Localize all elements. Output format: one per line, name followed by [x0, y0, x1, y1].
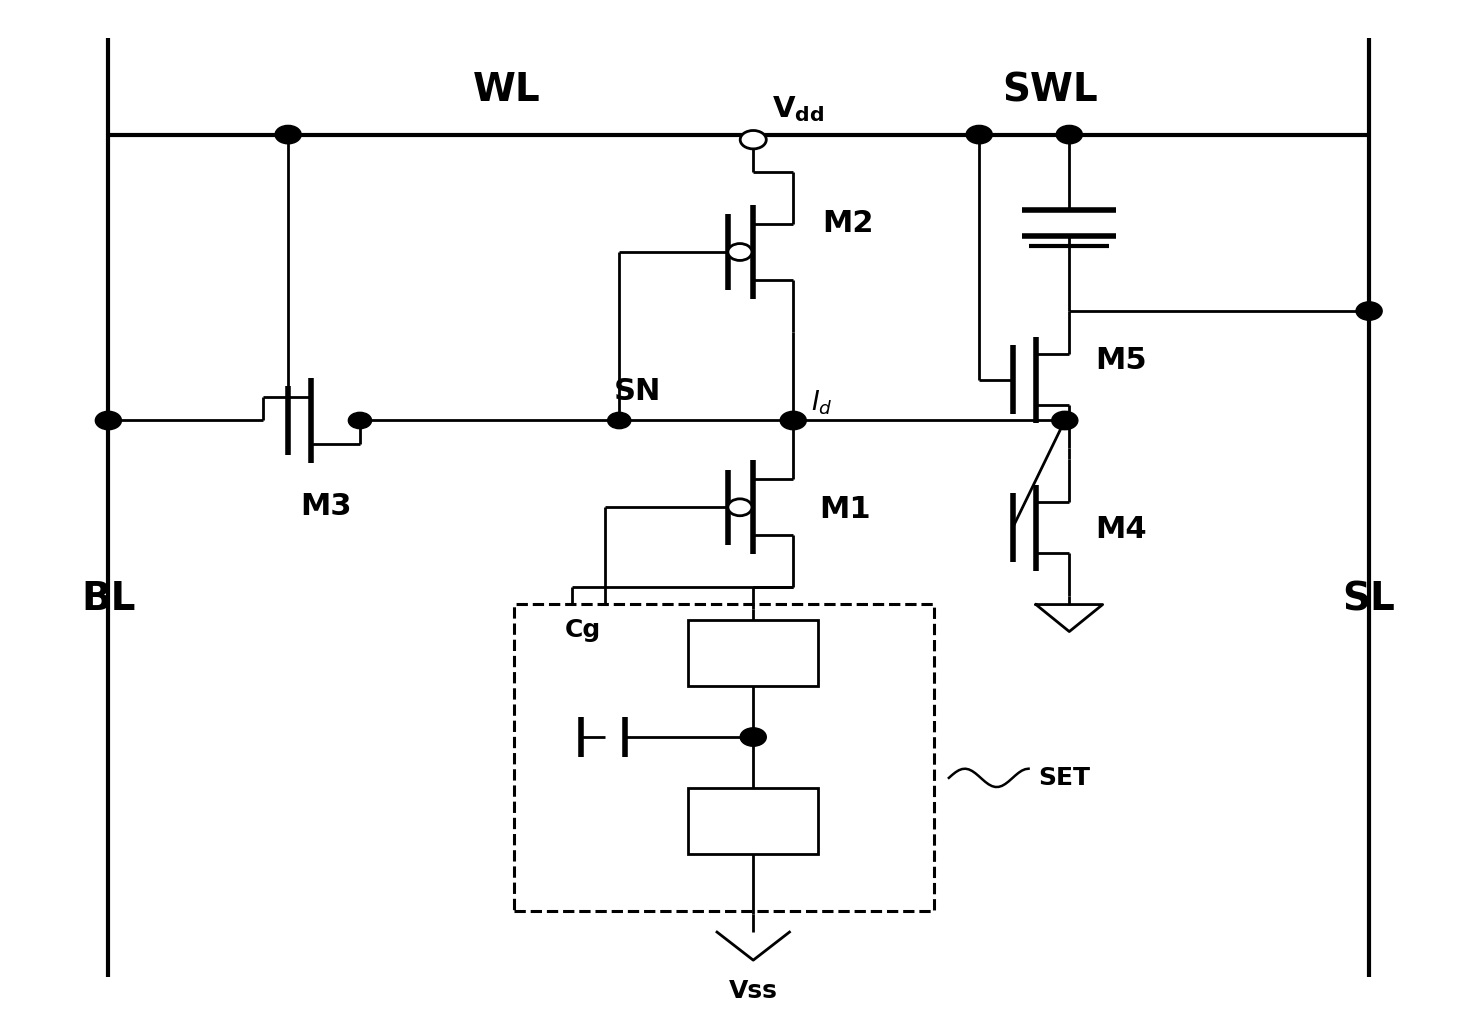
- Circle shape: [95, 411, 121, 430]
- Bar: [688, 620, 818, 686]
- Text: M2: M2: [822, 209, 873, 238]
- Text: BL: BL: [80, 581, 136, 618]
- Circle shape: [729, 499, 752, 515]
- Circle shape: [1052, 411, 1078, 430]
- Text: M1: M1: [819, 495, 870, 524]
- Circle shape: [275, 125, 301, 144]
- Text: M5: M5: [1096, 347, 1147, 376]
- Text: M4: M4: [1096, 515, 1147, 544]
- Circle shape: [1056, 125, 1083, 144]
- Text: SWL: SWL: [1002, 71, 1099, 109]
- Circle shape: [780, 411, 806, 430]
- Text: Cg: Cg: [565, 619, 601, 643]
- Text: V$_{\mathbf{dd}}$: V$_{\mathbf{dd}}$: [772, 94, 824, 124]
- Circle shape: [1356, 302, 1383, 320]
- Text: Vss: Vss: [729, 978, 778, 1003]
- Text: $\mathit{I_d}$: $\mathit{I_d}$: [811, 389, 832, 417]
- Text: M3: M3: [300, 492, 351, 521]
- Bar: [514, 604, 935, 911]
- Circle shape: [740, 728, 767, 746]
- Text: SL: SL: [1343, 581, 1396, 618]
- Circle shape: [729, 243, 752, 261]
- Text: WL: WL: [473, 71, 541, 109]
- Bar: [688, 788, 818, 855]
- Circle shape: [740, 130, 767, 149]
- Text: SET: SET: [1039, 766, 1091, 790]
- Text: SN: SN: [613, 377, 661, 406]
- Circle shape: [348, 412, 372, 428]
- Circle shape: [966, 125, 992, 144]
- Circle shape: [607, 412, 631, 428]
